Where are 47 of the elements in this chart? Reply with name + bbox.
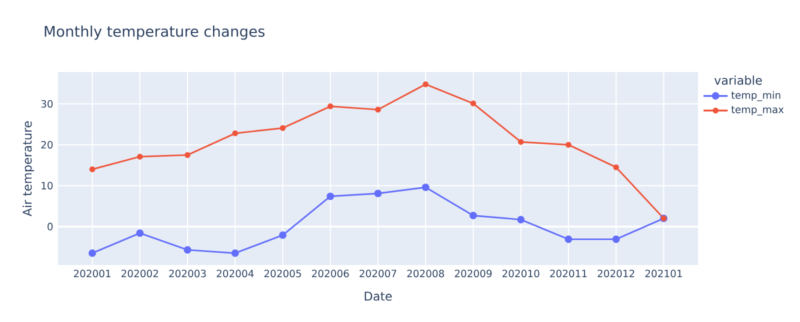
point — [280, 125, 286, 131]
point — [612, 236, 620, 243]
point — [136, 229, 144, 237]
point — [375, 106, 381, 113]
point — [231, 249, 239, 257]
point — [326, 192, 334, 200]
chart-title: Monthly temperature changes — [44, 26, 265, 40]
y-tick-label: 0 — [48, 222, 53, 230]
point — [279, 231, 286, 239]
x-tick-label: 202008 — [407, 270, 444, 278]
point — [470, 212, 477, 220]
point — [517, 216, 525, 224]
point — [184, 152, 190, 158]
point — [232, 130, 238, 136]
point — [422, 184, 430, 192]
point — [136, 154, 143, 160]
x-tick-label: 202101 — [645, 270, 682, 278]
x-tick-label: 202010 — [502, 270, 540, 278]
x-tick-label: 202012 — [598, 270, 634, 278]
legend-label: temp_min — [731, 91, 780, 102]
point — [518, 138, 524, 145]
y-tick-label: 10 — [42, 182, 53, 190]
x-tick-label: 202002 — [122, 270, 158, 278]
point — [89, 166, 96, 172]
x-tick-label: 202009 — [454, 270, 492, 278]
y-tick-label: 30 — [41, 100, 53, 108]
x-tick-label: 202005 — [264, 270, 301, 278]
x-tick-label: 202011 — [550, 270, 587, 278]
x-tick-label: 202007 — [360, 270, 396, 278]
legend-title: variable — [714, 76, 762, 85]
x-tick-label: 202006 — [312, 270, 349, 278]
point — [566, 142, 572, 148]
point — [564, 236, 572, 243]
x-axis-title: Date — [364, 292, 392, 301]
legend-label: temp_max — [731, 106, 784, 116]
point — [184, 246, 192, 254]
point — [327, 103, 334, 110]
y-tick-label: 20 — [41, 141, 53, 149]
x-tick-label: 202003 — [169, 270, 206, 278]
point — [88, 249, 96, 257]
point — [374, 190, 382, 198]
x-tick-label: 202004 — [216, 270, 254, 278]
point — [470, 100, 476, 106]
point — [613, 164, 620, 170]
point — [422, 81, 429, 88]
x-tick-label: 202001 — [74, 270, 110, 278]
y-axis-title: Air temperature — [22, 121, 34, 216]
